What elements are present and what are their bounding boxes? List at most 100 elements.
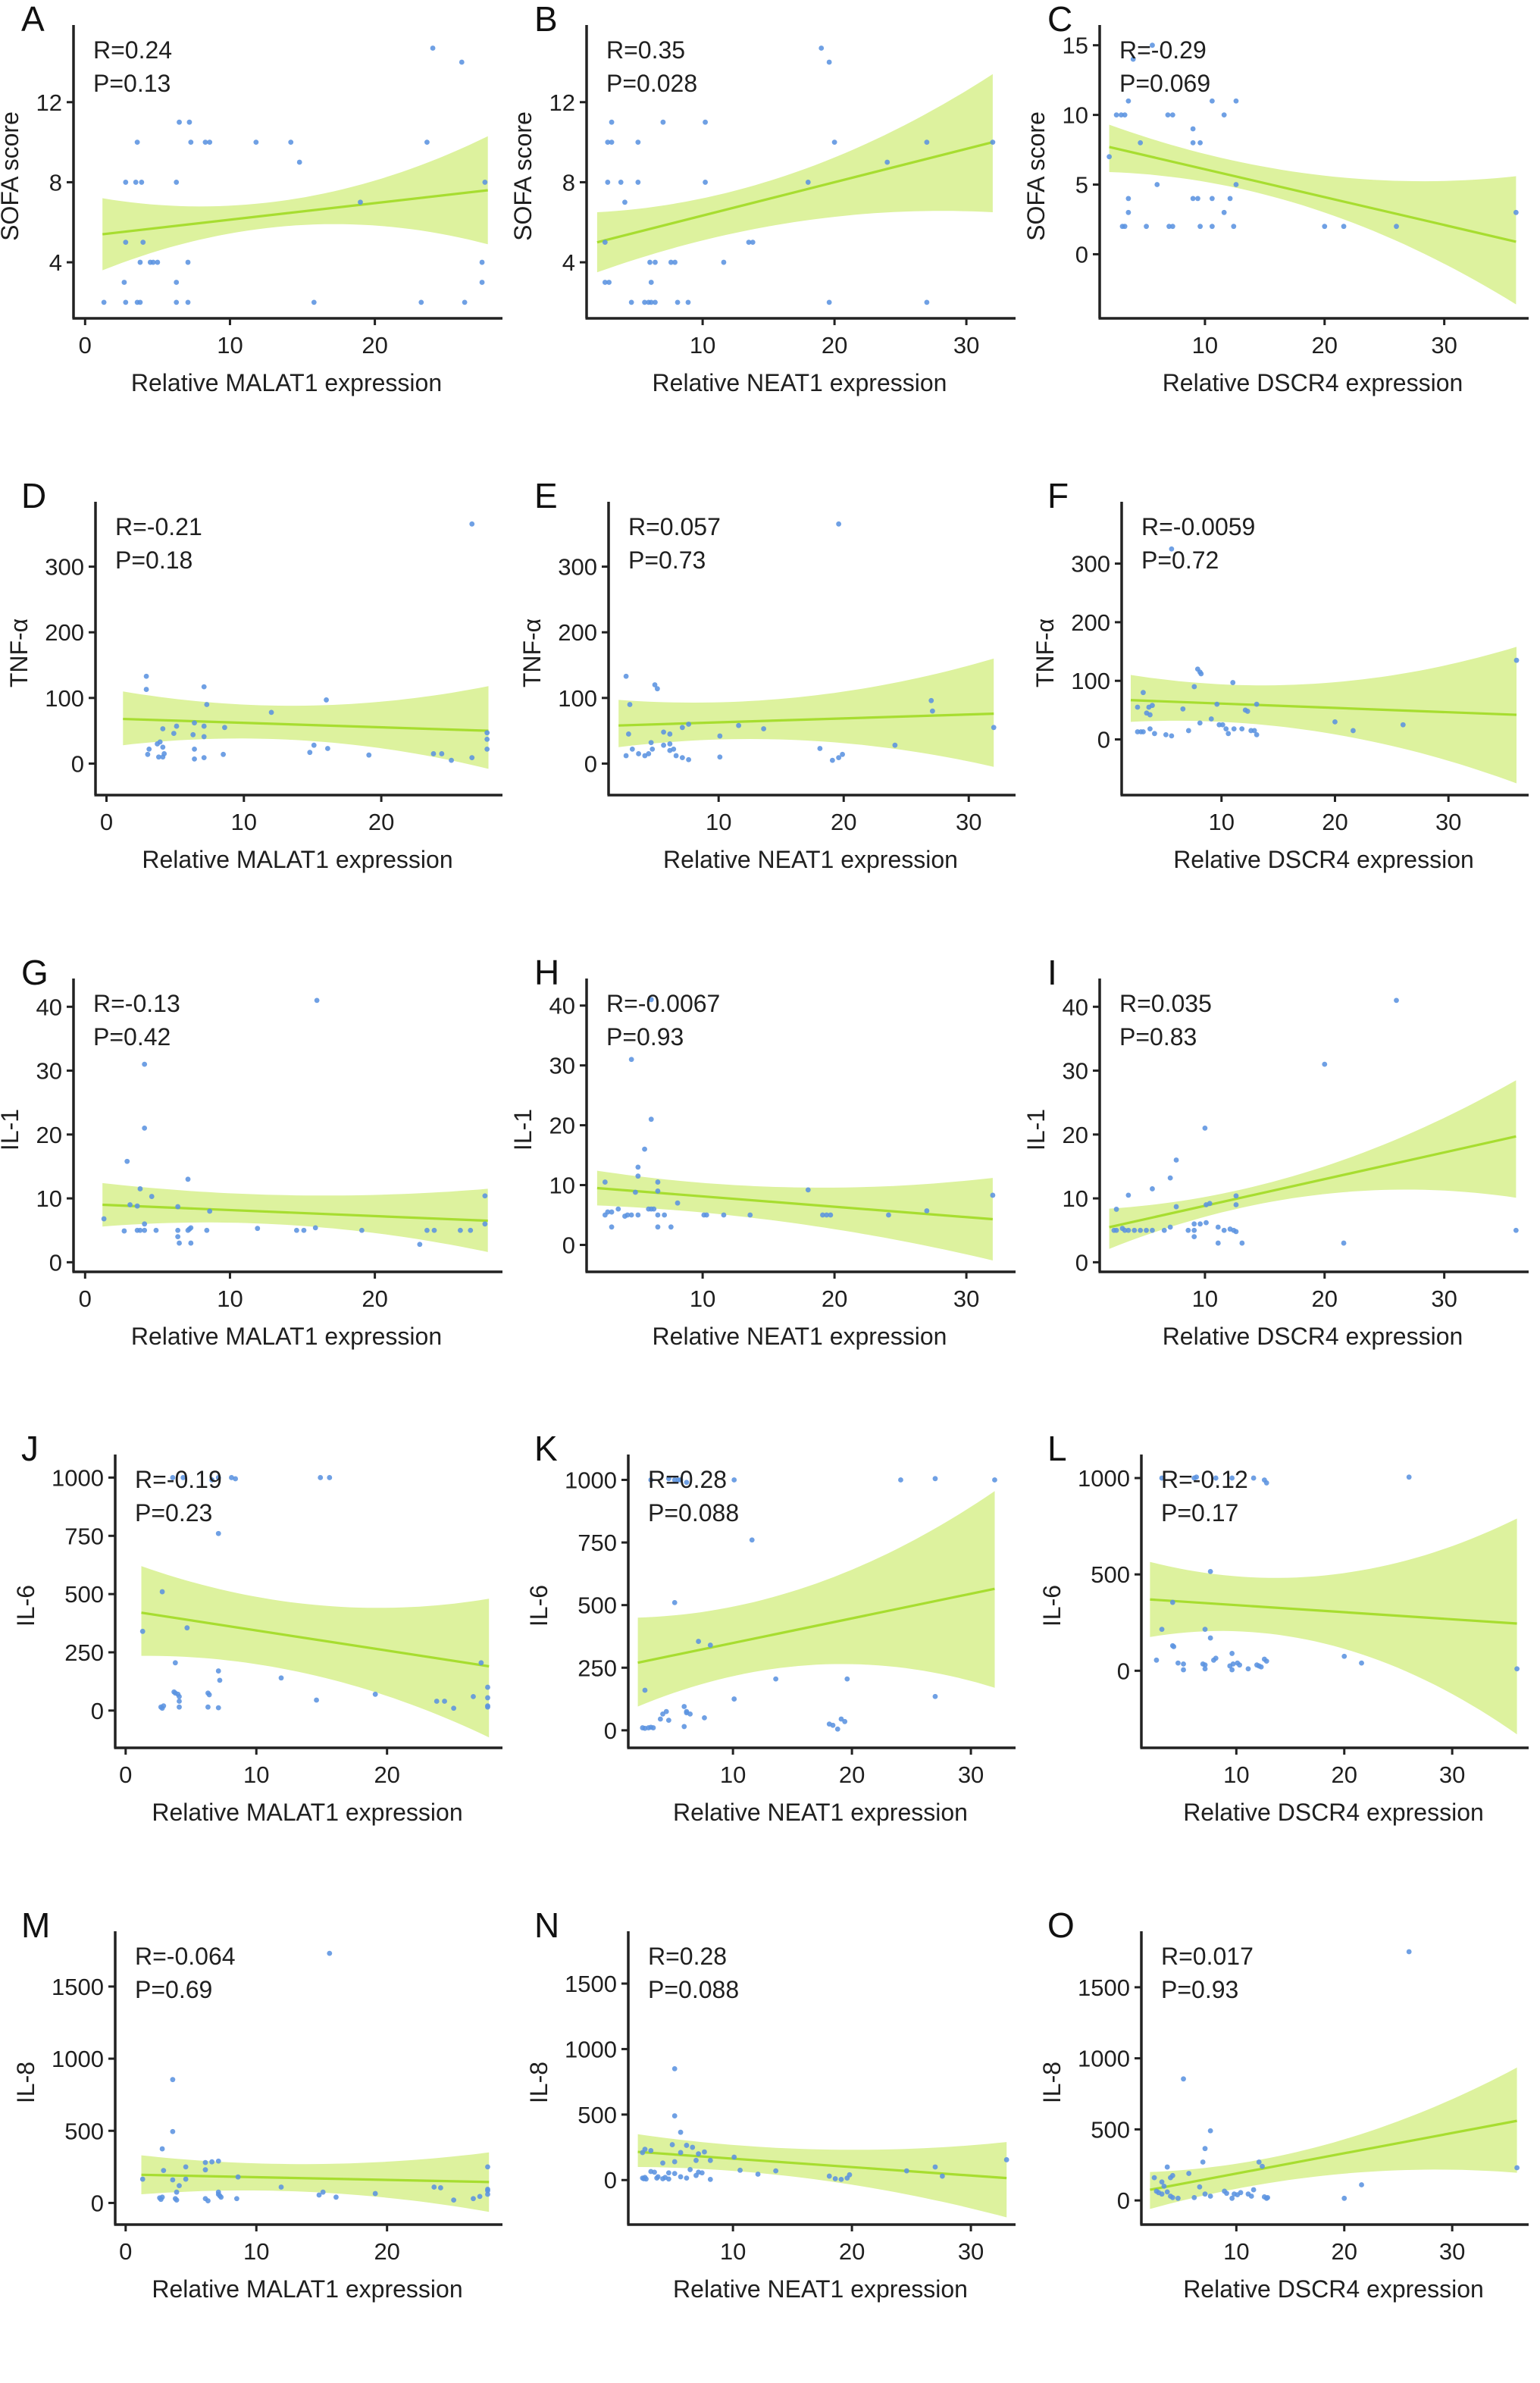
- scatter-point: [761, 725, 767, 731]
- y-tick-label: 0: [1097, 726, 1110, 753]
- scatter-point: [1159, 1627, 1165, 1633]
- scatter-point: [1190, 139, 1196, 146]
- scatter-point: [134, 1203, 140, 1209]
- scatter-point: [301, 1227, 307, 1233]
- scatter-point: [678, 1477, 684, 1483]
- y-tick-label: 750: [578, 1530, 617, 1556]
- scatter-point: [1132, 1227, 1138, 1233]
- scatter-point: [1197, 2184, 1203, 2190]
- scatter-point: [627, 701, 633, 707]
- scatter-point: [140, 240, 146, 246]
- x-tick-label: 20: [362, 332, 387, 359]
- y-tick-label: 500: [1091, 1562, 1130, 1589]
- scatter-point: [615, 1206, 621, 1212]
- y-axis-label: IL-6: [525, 1585, 552, 1627]
- scatter-point: [628, 299, 634, 305]
- x-tick-label: 30: [1439, 2238, 1465, 2265]
- scatter-point: [372, 1692, 378, 1698]
- scatter-point: [1197, 720, 1203, 726]
- scatter-point: [424, 139, 430, 146]
- scatter-point: [665, 2176, 671, 2182]
- scatter-point: [177, 1694, 182, 1700]
- scatter-point: [635, 1164, 641, 1170]
- scatter-point: [668, 1223, 674, 1229]
- scatter-point: [655, 1188, 661, 1194]
- scatter-point: [635, 1212, 641, 1217]
- regression-line: [123, 717, 489, 732]
- scatter-point: [1204, 1220, 1209, 1226]
- x-tick-label: 0: [79, 1285, 92, 1312]
- scatter-point: [457, 1227, 463, 1233]
- confidence-band: [637, 1491, 995, 1707]
- scatter-point: [805, 180, 811, 185]
- scatter-point: [139, 2176, 146, 2182]
- scatter-point: [202, 2167, 208, 2173]
- y-tick-label: 0: [604, 1718, 617, 1744]
- scatter-point: [642, 1146, 647, 1152]
- panel-letter: I: [1047, 952, 1057, 992]
- x-axis-label: Relative DSCR4 expression: [1183, 1799, 1484, 1826]
- scatter-point: [1169, 112, 1175, 118]
- scatter-point: [655, 2174, 661, 2180]
- scatter-point: [1138, 139, 1144, 146]
- scatter-point: [1215, 1224, 1221, 1230]
- scatter-point: [1113, 1227, 1119, 1233]
- scatter-point: [174, 280, 180, 285]
- scatter-point: [609, 1209, 615, 1215]
- y-tick-label: 100: [558, 685, 597, 712]
- scatter-point: [121, 1228, 127, 1234]
- r-value-label: R=-0.13: [93, 990, 180, 1017]
- scatter-point: [1113, 112, 1119, 118]
- scatter-point: [1221, 112, 1227, 118]
- scatter-point: [1208, 716, 1214, 722]
- p-value-label: P=0.17: [1161, 1499, 1238, 1527]
- scatter-point: [1322, 1061, 1328, 1067]
- y-tick-label: 300: [558, 553, 597, 580]
- scatter-point: [1225, 731, 1232, 737]
- y-tick-label: 500: [64, 2118, 104, 2144]
- panel-N: N 10 20 30 0 500 1000 1500 Relative NEAT1 expres…: [513, 1906, 1026, 2383]
- x-tick-label: 30: [1431, 1285, 1457, 1312]
- y-tick-label: 500: [578, 1592, 617, 1619]
- scatter-point: [623, 673, 629, 679]
- scatter-point: [655, 1223, 661, 1229]
- y-tick-label: 20: [36, 1121, 62, 1148]
- scatter-point: [1359, 2182, 1364, 2188]
- scatter-point: [192, 756, 197, 762]
- x-axis-label: Relative MALAT1 expression: [131, 369, 442, 396]
- scatter-point: [170, 2177, 176, 2183]
- scatter-point: [1238, 2190, 1244, 2196]
- scatter-point: [1221, 1227, 1227, 1233]
- scatter-point: [143, 673, 149, 679]
- x-tick-label: 20: [362, 1285, 387, 1312]
- scatter-point: [687, 1711, 693, 1718]
- scatter-point: [1202, 1662, 1208, 1668]
- y-tick-label: 200: [558, 619, 597, 646]
- scatter-plot: 10 20 30 0 250 500 750 1000 Relative NEAT1 expre…: [525, 1455, 1016, 1826]
- scatter-point: [150, 259, 156, 265]
- scatter-point: [1191, 1227, 1197, 1233]
- scatter-point: [1213, 1476, 1219, 1481]
- confidence-band: [1109, 1079, 1517, 1249]
- scatter-plot: 0 10 20 0 10 20 30 40 Relative MALAT1 expression…: [0, 978, 502, 1350]
- scatter-point: [939, 2173, 945, 2179]
- scatter-point: [626, 731, 631, 737]
- scatter-point: [175, 1227, 181, 1233]
- y-tick-label: 40: [1063, 994, 1088, 1020]
- y-tick-label: 250: [578, 1655, 617, 1682]
- scatter-point: [372, 2190, 378, 2197]
- y-tick-label: 1500: [565, 1971, 617, 1997]
- scatter-point: [161, 1703, 167, 1709]
- y-tick-label: 300: [45, 553, 84, 580]
- scatter-point: [635, 180, 641, 185]
- scatter-point: [650, 1725, 656, 1731]
- scatter-point: [699, 2170, 705, 2176]
- x-tick-label: 20: [831, 809, 856, 835]
- scatter-point: [170, 2077, 176, 2083]
- r-value-label: R=-0.29: [1119, 36, 1207, 64]
- scatter-point: [134, 139, 140, 146]
- scatter-point: [174, 2189, 180, 2195]
- scatter-point: [1254, 701, 1260, 707]
- scatter-point: [707, 2158, 713, 2163]
- y-tick-label: 12: [36, 89, 62, 116]
